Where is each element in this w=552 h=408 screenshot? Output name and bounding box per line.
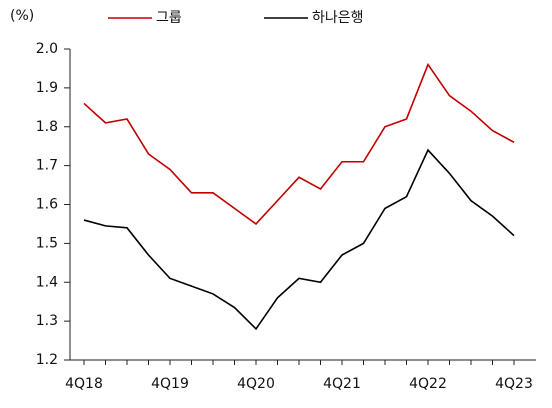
x-tick-label: 4Q18	[65, 376, 103, 392]
legend-label: 그룹	[156, 10, 182, 26]
y-tick-label: 1.6	[36, 197, 58, 213]
x-tick-label: 4Q23	[495, 376, 533, 392]
series-line	[83, 62, 515, 226]
y-tick-label: 1.8	[36, 119, 58, 135]
y-tick-label: 1.3	[36, 313, 58, 329]
y-tick-label: 1.4	[36, 274, 58, 290]
y-tick-label: 1.2	[36, 352, 58, 368]
y-tick-label: 1.5	[36, 235, 58, 251]
x-tick-label: 4Q22	[409, 376, 447, 392]
y-axis-label: (%)	[10, 8, 34, 24]
legend-label: 하나은행	[312, 10, 364, 26]
y-tick-label: 1.7	[36, 158, 58, 174]
x-tick-label: 4Q19	[151, 376, 189, 392]
y-tick-label: 2.0	[36, 41, 58, 57]
series-line	[83, 148, 515, 331]
x-tick-label: 4Q21	[323, 376, 361, 392]
x-tick-label: 4Q20	[237, 376, 275, 392]
y-tick-label: 1.9	[36, 80, 58, 96]
